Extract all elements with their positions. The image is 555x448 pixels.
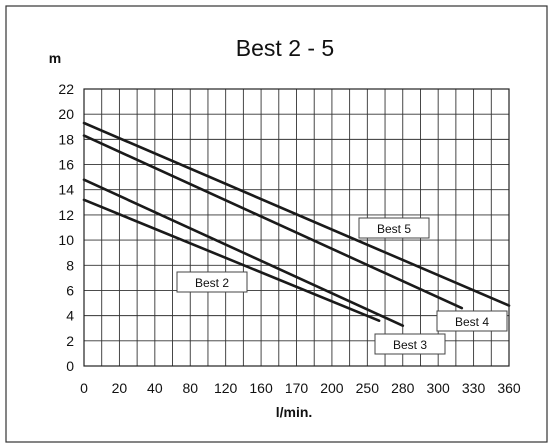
x-tick-label: 170 xyxy=(285,380,309,396)
series-label-best-3: Best 3 xyxy=(374,333,446,355)
series-label-best-5: Best 5 xyxy=(358,217,430,239)
y-tick-label: 18 xyxy=(58,131,74,147)
x-tick-label: 0 xyxy=(80,380,88,396)
y-tick-label: 2 xyxy=(66,333,74,349)
series-label-text: Best 4 xyxy=(455,315,489,329)
series-label-box xyxy=(176,271,248,293)
x-tick-label: 330 xyxy=(462,380,486,396)
series-line-best-5 xyxy=(82,121,511,307)
series-label-text: Best 5 xyxy=(377,222,411,236)
series-line-best-4 xyxy=(82,134,464,310)
y-tick-label: 4 xyxy=(66,308,74,324)
x-tick-label: 280 xyxy=(391,380,415,396)
y-tick-label: 0 xyxy=(66,358,74,374)
x-tick-label: 160 xyxy=(249,380,273,396)
series-labels: Best 2 Best 3 Best 4 Best 5 xyxy=(176,217,508,355)
x-tick-label: 360 xyxy=(497,380,521,396)
chart-title: Best 2 - 5 xyxy=(236,35,334,61)
series-label-box xyxy=(358,217,430,239)
plot-area xyxy=(83,88,510,367)
series-line-best-3 xyxy=(82,178,405,328)
series-label-best-2: Best 2 xyxy=(176,271,248,293)
y-tick-label: 6 xyxy=(66,282,74,298)
series-line-best-2 xyxy=(82,198,381,323)
y-tick-label: 10 xyxy=(58,232,74,248)
x-tick-label: 40 xyxy=(147,380,163,396)
x-tick-label: 20 xyxy=(112,380,128,396)
series-lines xyxy=(82,121,511,328)
series-label-text: Best 3 xyxy=(393,338,427,352)
y-axis-label: m xyxy=(49,50,61,66)
y-tick-label: 20 xyxy=(58,106,74,122)
x-tick-label: 250 xyxy=(356,380,380,396)
y-tick-label: 8 xyxy=(66,257,74,273)
x-tick-label: 80 xyxy=(182,380,198,396)
x-tick-label: 300 xyxy=(426,380,450,396)
y-tick-label: 12 xyxy=(58,207,74,223)
x-axis-label: l/min. xyxy=(276,404,313,420)
axis-ticks: 0 2 4 6 8 10 12 14 16 18 20 22 0 20 40 80 120 160 170 200 25… xyxy=(58,81,520,396)
x-tick-label: 200 xyxy=(320,380,344,396)
series-label-text: Best 2 xyxy=(195,276,229,290)
x-tick-label: 120 xyxy=(214,380,238,396)
y-tick-label: 14 xyxy=(58,182,74,198)
y-tick-label: 22 xyxy=(58,81,74,97)
series-label-box xyxy=(436,310,508,332)
series-label-best-4: Best 4 xyxy=(436,310,508,332)
series-label-box xyxy=(374,333,446,355)
y-tick-label: 16 xyxy=(58,157,74,173)
